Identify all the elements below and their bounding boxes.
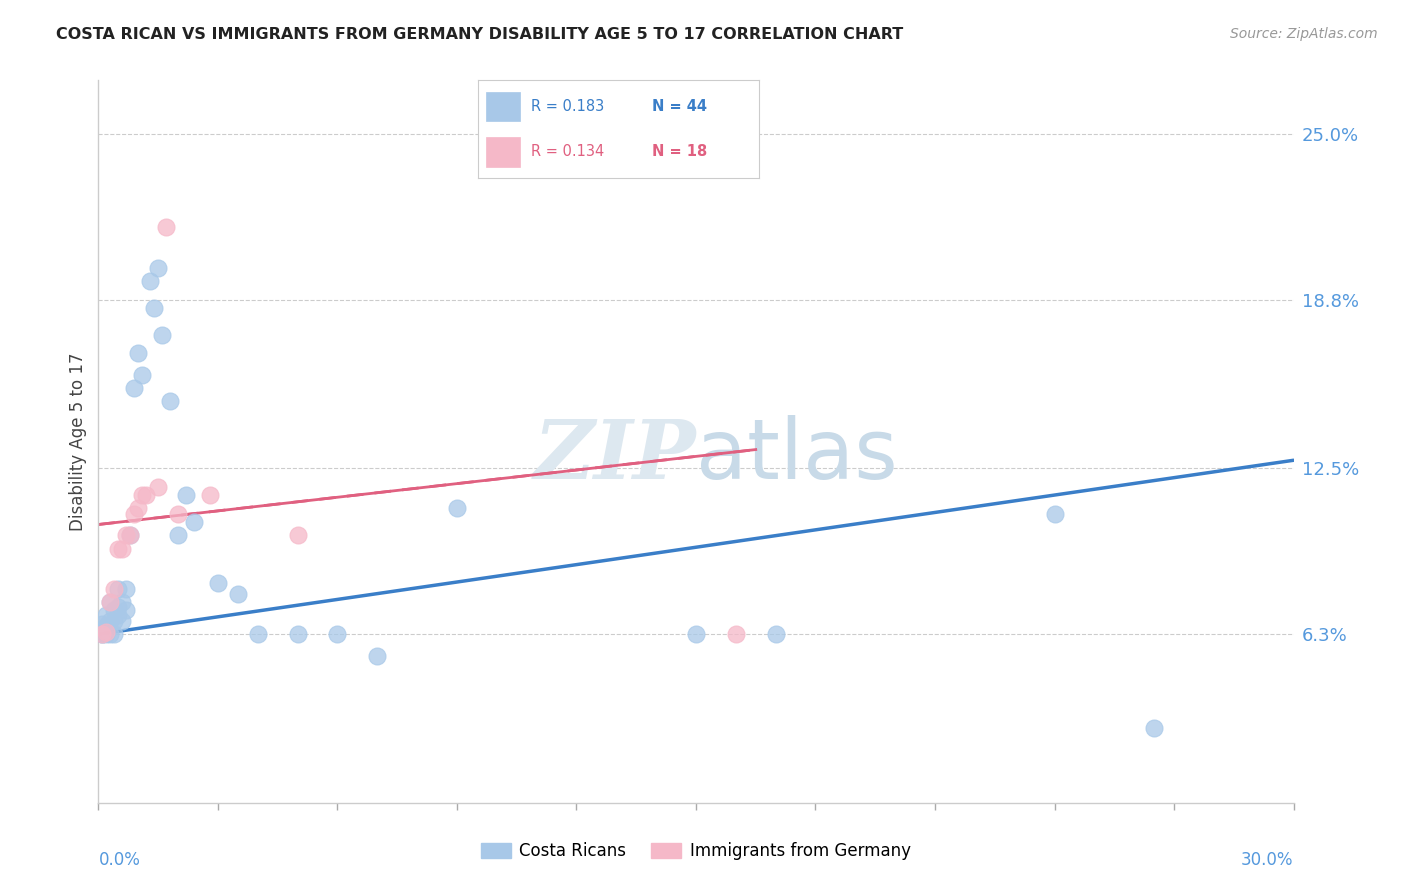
Point xyxy=(1143,721,1166,735)
Point xyxy=(96,624,118,639)
Point xyxy=(115,582,138,596)
Point xyxy=(207,576,229,591)
FancyBboxPatch shape xyxy=(486,92,520,121)
Point xyxy=(198,488,221,502)
Point xyxy=(226,587,249,601)
Point xyxy=(107,600,129,615)
Point xyxy=(91,627,114,641)
Point xyxy=(174,488,197,502)
Point xyxy=(96,624,118,639)
Point xyxy=(96,608,118,623)
Point xyxy=(167,507,190,521)
Point xyxy=(124,381,146,395)
Point xyxy=(111,595,134,609)
Point xyxy=(246,627,269,641)
Point xyxy=(1043,507,1066,521)
Point xyxy=(148,260,170,275)
Point xyxy=(103,582,125,596)
Point xyxy=(96,627,118,641)
Point xyxy=(326,627,349,641)
Text: 30.0%: 30.0% xyxy=(1241,851,1294,869)
Point xyxy=(107,582,129,596)
Text: 0.0%: 0.0% xyxy=(98,851,141,869)
Point xyxy=(98,595,122,609)
Point xyxy=(287,627,309,641)
Point xyxy=(103,627,125,641)
Point xyxy=(287,528,309,542)
Point xyxy=(685,627,707,641)
Point xyxy=(98,627,122,641)
Point xyxy=(91,627,114,641)
Point xyxy=(111,541,134,556)
Point xyxy=(111,614,134,628)
Text: COSTA RICAN VS IMMIGRANTS FROM GERMANY DISABILITY AGE 5 TO 17 CORRELATION CHART: COSTA RICAN VS IMMIGRANTS FROM GERMANY D… xyxy=(56,27,904,42)
Point xyxy=(91,627,114,641)
Text: N = 44: N = 44 xyxy=(652,99,707,114)
Point xyxy=(98,614,122,628)
Point xyxy=(446,501,468,516)
Point xyxy=(103,603,125,617)
Point xyxy=(131,368,153,382)
Text: Source: ZipAtlas.com: Source: ZipAtlas.com xyxy=(1230,27,1378,41)
Point xyxy=(150,327,173,342)
FancyBboxPatch shape xyxy=(486,137,520,167)
Point xyxy=(103,614,125,628)
Text: R = 0.134: R = 0.134 xyxy=(531,145,605,160)
Point xyxy=(724,627,747,641)
Point xyxy=(131,488,153,502)
Point xyxy=(139,274,162,288)
Point xyxy=(148,480,170,494)
Point xyxy=(96,619,118,633)
Point xyxy=(167,528,190,542)
Point xyxy=(120,528,142,542)
Point xyxy=(107,608,129,623)
Text: N = 18: N = 18 xyxy=(652,145,707,160)
Y-axis label: Disability Age 5 to 17: Disability Age 5 to 17 xyxy=(69,352,87,531)
Legend: Costa Ricans, Immigrants from Germany: Costa Ricans, Immigrants from Germany xyxy=(474,836,918,867)
Point xyxy=(127,346,149,360)
Point xyxy=(155,220,177,235)
Point xyxy=(124,507,146,521)
Point xyxy=(765,627,787,641)
Text: atlas: atlas xyxy=(696,416,897,497)
Point xyxy=(115,603,138,617)
Point xyxy=(120,528,142,542)
Point xyxy=(143,301,166,315)
Point xyxy=(91,616,114,631)
Point xyxy=(183,515,205,529)
Point xyxy=(135,488,157,502)
Text: ZIP: ZIP xyxy=(533,416,696,496)
Point xyxy=(366,648,388,663)
Point xyxy=(107,541,129,556)
Point xyxy=(127,501,149,516)
Point xyxy=(98,595,122,609)
Point xyxy=(115,528,138,542)
Point xyxy=(91,622,114,636)
Point xyxy=(159,394,181,409)
Text: R = 0.183: R = 0.183 xyxy=(531,99,605,114)
